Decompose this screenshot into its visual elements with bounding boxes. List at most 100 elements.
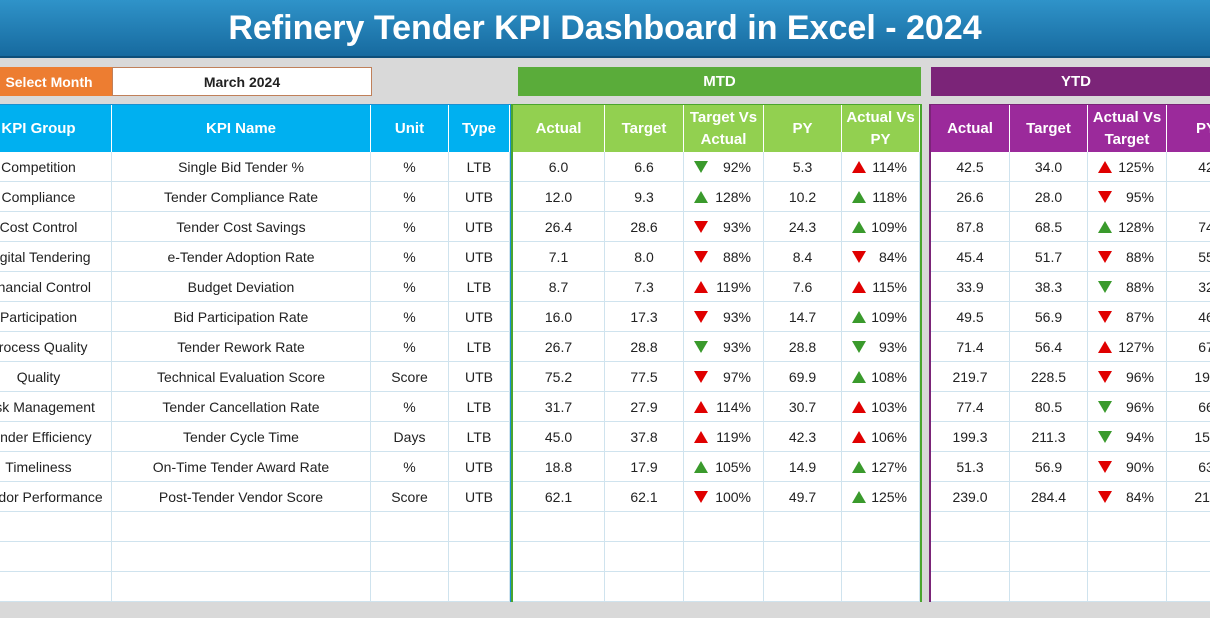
table-cell: Tender Cost Savings	[112, 212, 371, 242]
table-cell: 28.0	[1010, 182, 1088, 212]
table-cell	[684, 542, 764, 572]
table-cell	[1167, 572, 1210, 602]
table-cell	[1088, 572, 1167, 602]
table-cell: UTB	[449, 302, 510, 332]
table-cell	[842, 572, 920, 602]
table-cell: 17.9	[605, 452, 684, 482]
indicator-cell: 108%	[842, 362, 920, 392]
month-selector[interactable]: March 2024	[112, 67, 372, 96]
table-cell: UTB	[449, 242, 510, 272]
column-header: Type	[449, 105, 510, 152]
table-cell: Days	[371, 422, 449, 452]
arrow-indicator	[694, 370, 708, 383]
arrow-indicator	[1098, 490, 1112, 503]
table-cell: 8.4	[764, 242, 842, 272]
table-cell: 9.3	[605, 182, 684, 212]
arrow-shape	[1098, 310, 1112, 323]
table-cell: Tender Cancellation Rate	[112, 392, 371, 422]
table-cell: 56.9	[1010, 452, 1088, 482]
percent-text: 114%	[872, 158, 907, 175]
table-cell: Cost Control	[0, 212, 112, 242]
indicator-cell: 109%	[842, 302, 920, 332]
table-cell: Single Bid Tender %	[112, 152, 371, 182]
table-cell	[1088, 512, 1167, 542]
table-cell: UTB	[449, 212, 510, 242]
table-cell: 63	[1167, 452, 1210, 482]
table-cell: Score	[371, 482, 449, 512]
table-cell: %	[371, 182, 449, 212]
percent-text: 97%	[722, 368, 751, 385]
column-header: KPI Name	[112, 105, 371, 152]
percent-text: 93%	[722, 308, 751, 325]
arrow-indicator	[694, 160, 708, 173]
arrow-shape	[852, 400, 866, 413]
table-cell: Post-Tender Vendor Score	[112, 482, 371, 512]
percent-text: 128%	[715, 188, 751, 205]
percent-text: 92%	[722, 158, 751, 175]
percent-text: 103%	[871, 398, 907, 415]
arrow-shape	[852, 190, 866, 203]
table-cell: %	[371, 332, 449, 362]
percent-text: 94%	[1125, 428, 1154, 445]
table-cell: Compliance	[0, 182, 112, 212]
table-cell	[931, 512, 1010, 542]
table-cell	[764, 542, 842, 572]
arrow-shape	[852, 490, 866, 503]
table-cell	[1010, 512, 1088, 542]
column-header: Target Vs Actual	[684, 105, 764, 152]
arrow-shape	[694, 460, 708, 473]
arrow-shape	[1098, 220, 1112, 233]
indicator-cell: 119%	[684, 422, 764, 452]
percent-text: 115%	[872, 278, 907, 295]
percent-text: 125%	[871, 488, 907, 505]
indicator-cell: 95%	[1088, 182, 1167, 212]
percent-text: 96%	[1125, 398, 1154, 415]
table-cell: 12.0	[513, 182, 605, 212]
table-cell: 66	[1167, 392, 1210, 422]
table-cell: %	[371, 272, 449, 302]
table-cell: Financial Control	[0, 272, 112, 302]
percent-text: 127%	[871, 458, 907, 475]
arrow-shape	[852, 370, 866, 383]
arrow-indicator	[852, 370, 866, 383]
table-cell: 24.3	[764, 212, 842, 242]
column-header: Target	[605, 105, 684, 152]
table-cell: 7.3	[605, 272, 684, 302]
indicator-cell: 115%	[842, 272, 920, 302]
table-cell	[684, 572, 764, 602]
percent-text: 118%	[872, 188, 907, 205]
table-cell: Tender Cycle Time	[112, 422, 371, 452]
arrow-shape	[694, 430, 708, 443]
arrow-shape	[1098, 400, 1112, 413]
column-header: Actual	[931, 105, 1010, 152]
table-cell	[842, 512, 920, 542]
table-cell: Competition	[0, 152, 112, 182]
table-cell: LTB	[449, 392, 510, 422]
table-cell: 17.3	[605, 302, 684, 332]
percent-text: 109%	[871, 308, 907, 325]
table-cell: 77.5	[605, 362, 684, 392]
indicator-cell: 88%	[1088, 272, 1167, 302]
table-cell: 8.7	[513, 272, 605, 302]
arrow-indicator	[852, 250, 866, 263]
table-cell	[764, 572, 842, 602]
percent-text: 105%	[715, 458, 751, 475]
arrow-indicator	[694, 310, 708, 323]
arrow-indicator	[1098, 250, 1112, 263]
indicator-cell: 93%	[684, 302, 764, 332]
percent-text: 95%	[1125, 188, 1154, 205]
indicator-cell: 105%	[684, 452, 764, 482]
indicator-cell: 96%	[1088, 392, 1167, 422]
arrow-shape	[1098, 370, 1112, 383]
table-cell: 71.4	[931, 332, 1010, 362]
table-cell	[605, 542, 684, 572]
indicator-cell: 118%	[842, 182, 920, 212]
table-cell: 7.1	[513, 242, 605, 272]
indicator-cell: 128%	[684, 182, 764, 212]
arrow-shape	[1098, 160, 1112, 173]
table-cell: 74	[1167, 212, 1210, 242]
arrow-indicator	[694, 220, 708, 233]
table-cell: 6.6	[605, 152, 684, 182]
arrow-shape	[852, 280, 866, 293]
percent-text: 96%	[1125, 368, 1154, 385]
